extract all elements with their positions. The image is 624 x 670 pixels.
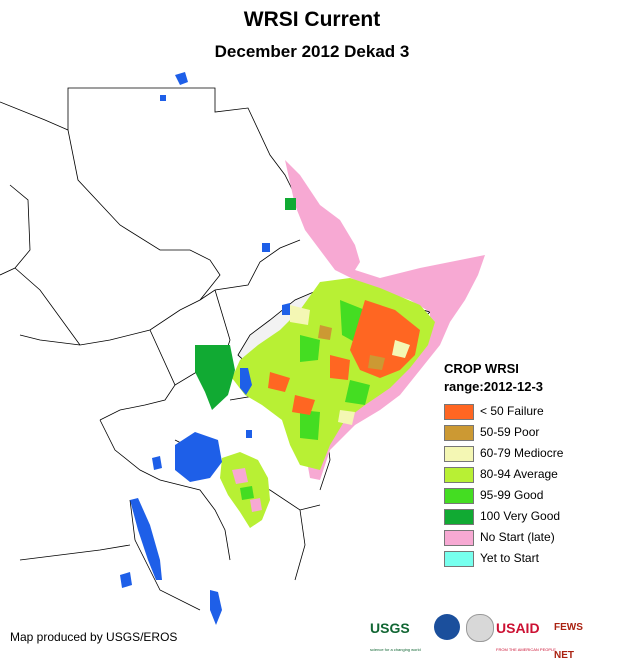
map-title: WRSI Current bbox=[243, 8, 381, 31]
legend-label: No Start (late) bbox=[480, 530, 555, 544]
legend-swatch bbox=[444, 425, 474, 441]
legend-item: 50-59 Poor bbox=[444, 425, 543, 446]
crop-failure-patches bbox=[268, 300, 420, 415]
legend-swatch bbox=[444, 509, 474, 525]
legend-range: range:2012-12-3 bbox=[444, 379, 543, 394]
legend: CROP WRSI range:2012-12-3 < 50 Failure 50… bbox=[444, 360, 563, 572]
horn-no-start-area bbox=[285, 160, 485, 480]
legend-swatch bbox=[444, 467, 474, 483]
wrsi-map bbox=[0, 72, 485, 625]
legend-item: 100 Very Good bbox=[444, 509, 560, 530]
legend-item: Yet to Start bbox=[444, 551, 543, 572]
usaid-logo-text: USAID bbox=[496, 620, 540, 636]
legend-label: 60-79 Mediocre bbox=[480, 446, 564, 460]
crop-south-good bbox=[240, 486, 254, 500]
legend-items: < 50 Failure 50-59 Poor 60-79 Mediocre 80-9… bbox=[444, 404, 563, 572]
legend-swatch bbox=[444, 488, 474, 504]
noaa-logo-icon bbox=[434, 614, 460, 640]
legend-title: CROP WRSI bbox=[444, 361, 519, 376]
legend-label: 100 Very Good bbox=[480, 509, 561, 523]
legend-label: Yet to Start bbox=[480, 551, 539, 565]
legend-label: 80-94 Average bbox=[480, 467, 558, 481]
legend-label: 50-59 Poor bbox=[480, 425, 540, 439]
legend-label: 95-99 Good bbox=[480, 488, 544, 502]
usaid-logo: USAID FROM THE AMERICAN PEOPLE bbox=[496, 614, 556, 652]
fews-net-logo: FEWS NET bbox=[554, 622, 583, 661]
legend-item: < 50 Failure bbox=[444, 404, 544, 425]
legend-swatch bbox=[444, 530, 474, 546]
legend-item: 95-99 Good bbox=[444, 488, 543, 509]
crop-very-good-north bbox=[285, 198, 296, 210]
usgs-tagline: science for a changing world bbox=[370, 647, 421, 652]
legend-swatch bbox=[444, 446, 474, 462]
credit-text: Map produced by USGS/EROS bbox=[10, 630, 178, 644]
map-subtitle: December 2012 Dekad 3 bbox=[214, 42, 410, 61]
usgs-logo: USGS science for a changing world bbox=[370, 614, 421, 652]
crop-mediocre-patches bbox=[290, 305, 410, 425]
legend-label: < 50 Failure bbox=[480, 404, 544, 418]
crop-poor-patches bbox=[318, 325, 385, 370]
usgs-logo-text: USGS bbox=[370, 620, 410, 636]
legend-swatch bbox=[444, 404, 474, 420]
usaid-tagline: FROM THE AMERICAN PEOPLE bbox=[496, 647, 556, 652]
water-bodies bbox=[120, 72, 290, 625]
legend-item: No Start (late) bbox=[444, 530, 555, 551]
usaid-seal-icon bbox=[466, 614, 494, 642]
crop-very-good-west bbox=[195, 345, 235, 410]
legend-item: 80-94 Average bbox=[444, 467, 558, 488]
legend-item: 60-79 Mediocre bbox=[444, 446, 563, 467]
crop-south-pink bbox=[232, 468, 262, 512]
legend-swatch bbox=[444, 551, 474, 567]
